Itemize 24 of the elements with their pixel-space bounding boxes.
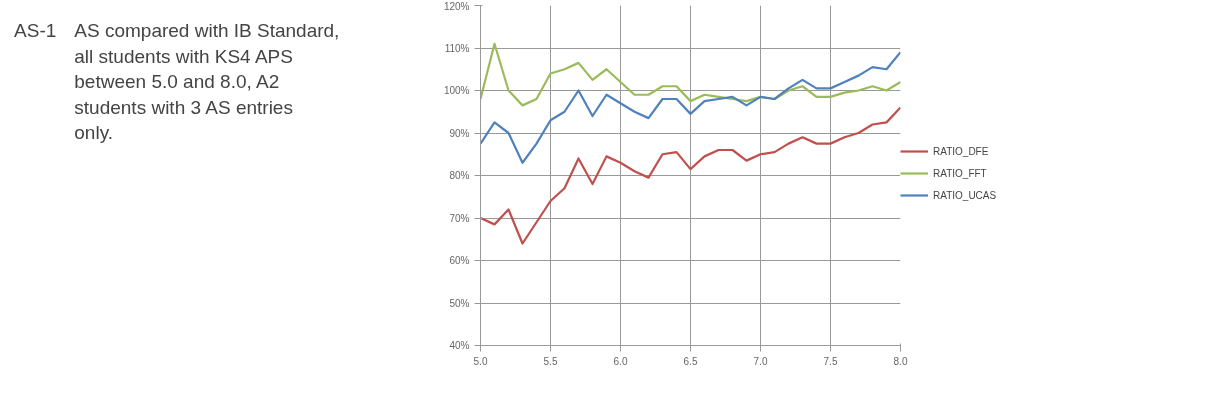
x-tick-label: 6.5 xyxy=(683,355,698,367)
legend-label: RATIO_FFT xyxy=(933,167,987,179)
legend-label: RATIO_UCAS xyxy=(933,189,997,201)
y-tick-label: 60% xyxy=(449,255,470,266)
text: AS-1 xyxy=(14,20,57,42)
x-tick-label: 6.0 xyxy=(613,355,628,367)
x-tick-label: 5.0 xyxy=(473,355,488,367)
text: AS compared with IB Standard, all students with KS4 APS between 5.0 and 8.0, A2 students with 3 AS entries only. xyxy=(74,20,340,144)
line-series xyxy=(480,51,901,164)
x-tick-label: 5.5 xyxy=(543,355,558,367)
x-tick-label: 7.5 xyxy=(823,355,838,367)
y-tick-label: 50% xyxy=(449,297,470,309)
y-tick-label: 40% xyxy=(449,340,470,351)
line-series xyxy=(480,42,901,107)
y-tick-label: 70% xyxy=(449,212,470,224)
y-tick-label: 90% xyxy=(449,127,470,139)
x-tick-label: 8.0 xyxy=(893,355,908,367)
y-tick-label: 110% xyxy=(444,42,470,54)
y-tick-label: 120% xyxy=(443,0,470,12)
x-tick-label: 7.0 xyxy=(753,355,768,367)
y-tick-label: 80% xyxy=(449,170,470,181)
line-series xyxy=(480,106,901,245)
y-tick-label: 100% xyxy=(443,85,470,96)
legend-label: RATIO_DFE xyxy=(933,145,989,157)
